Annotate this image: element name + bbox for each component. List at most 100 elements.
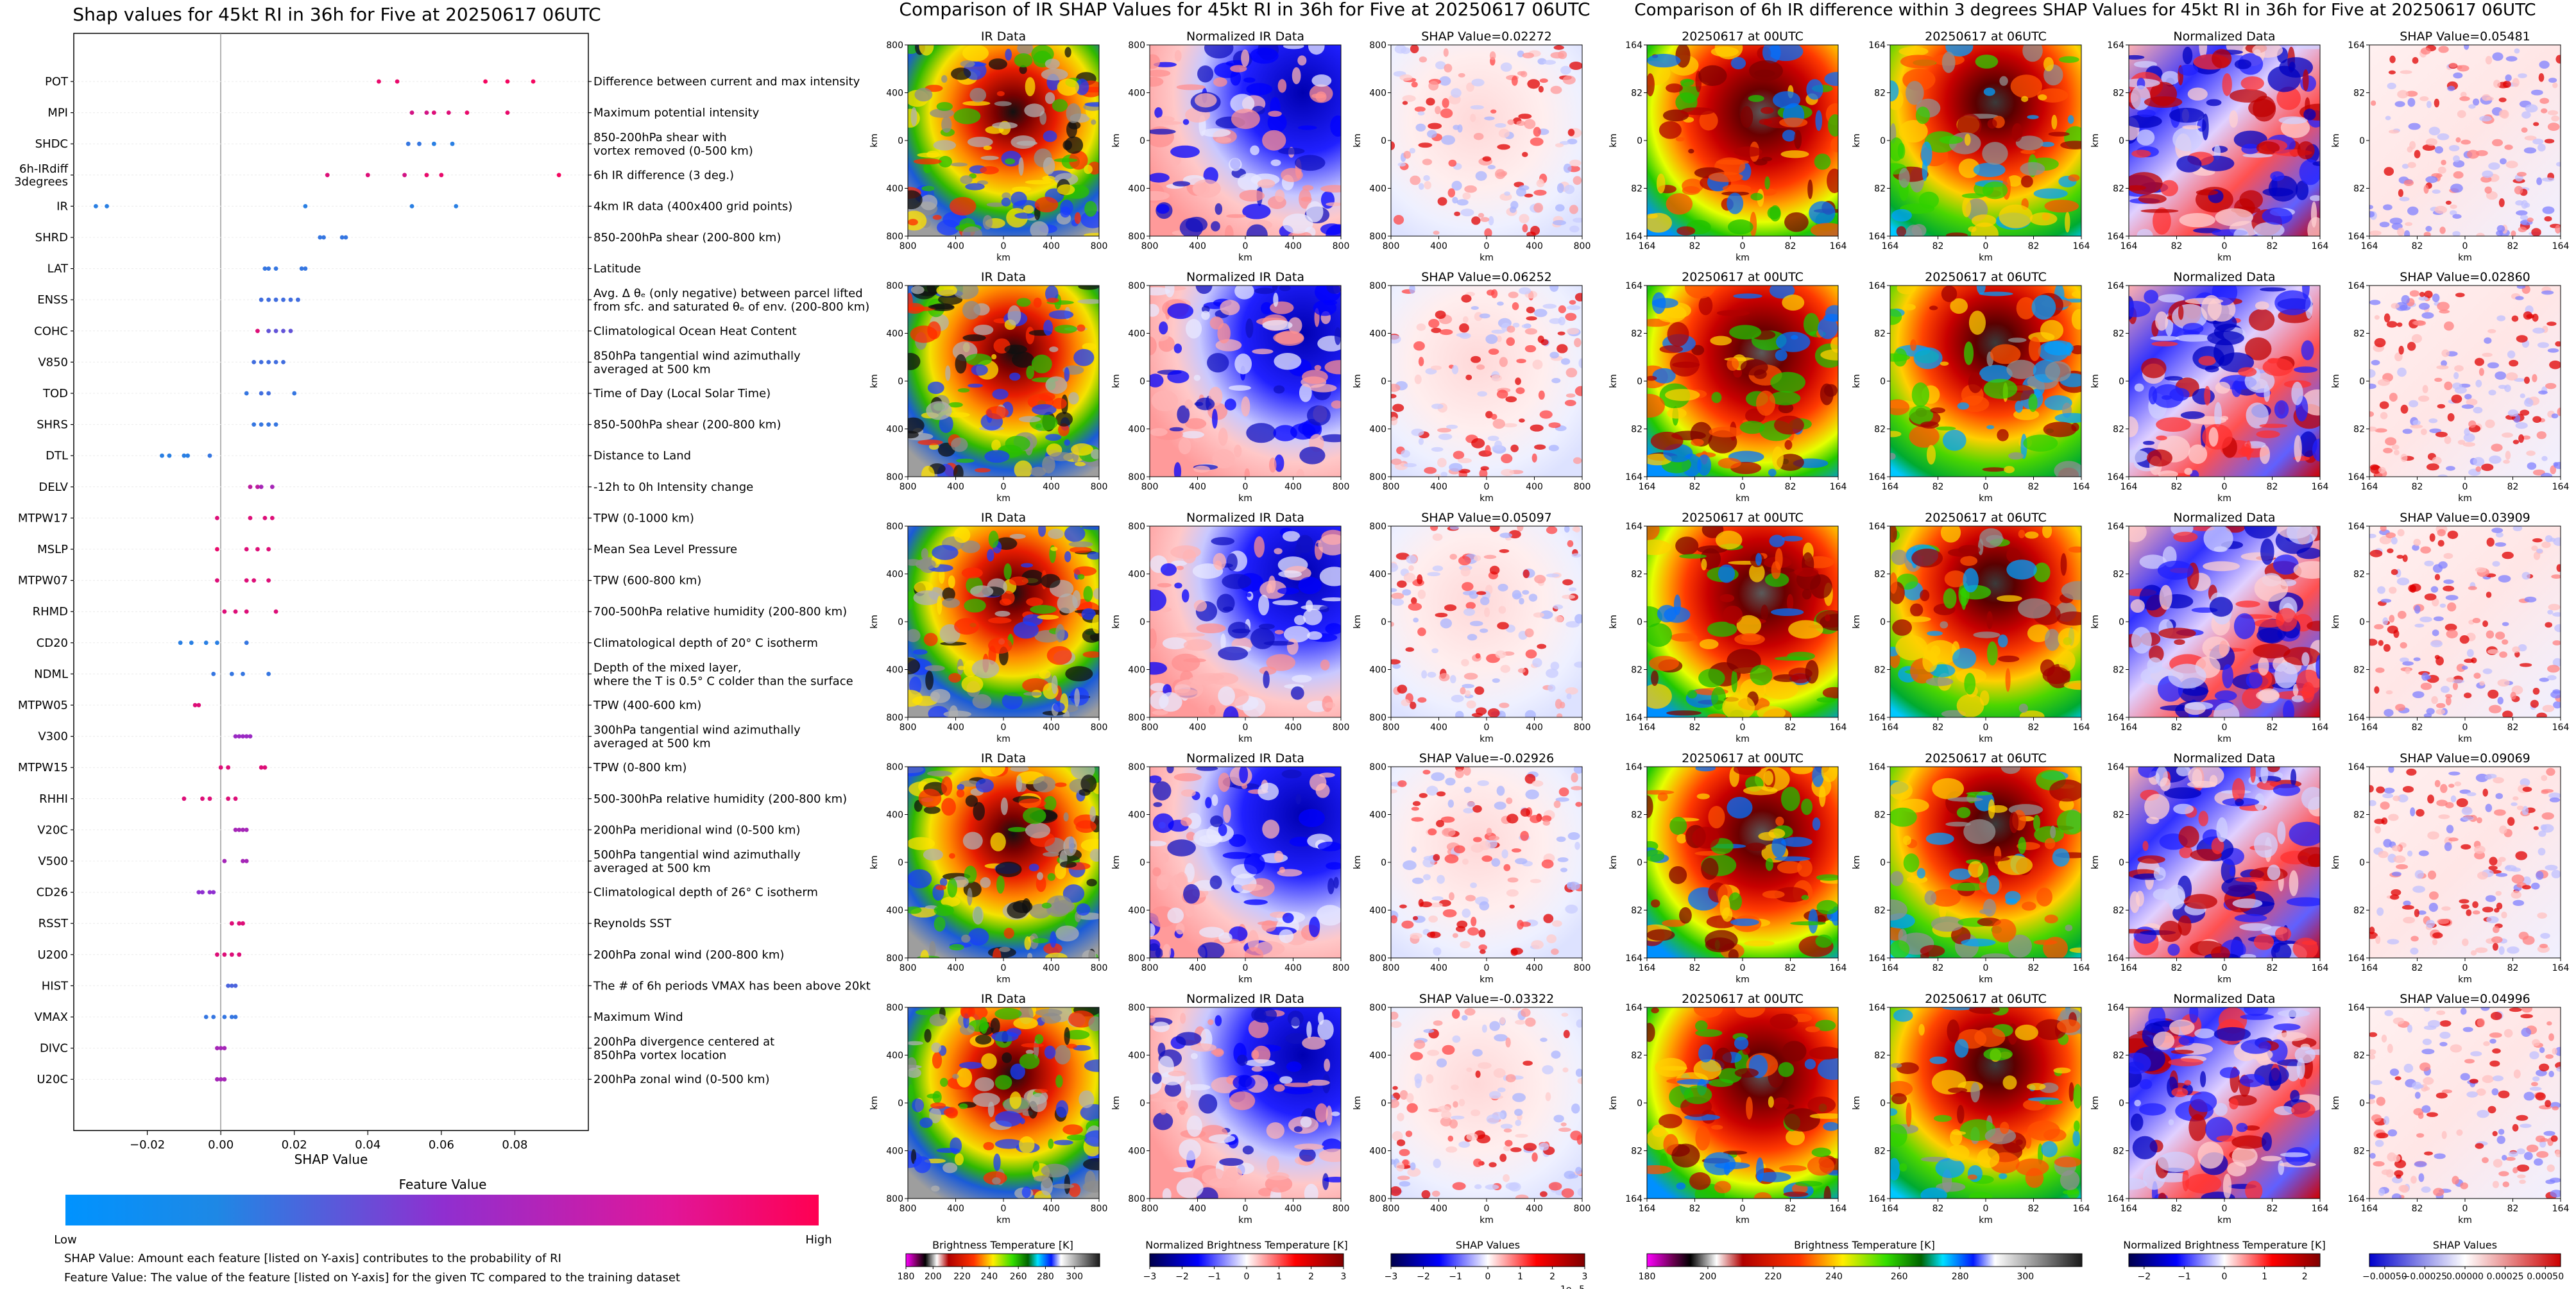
image-texture <box>2276 608 2298 632</box>
image-texture <box>1911 548 1943 568</box>
x-tick-label: 800 <box>1141 1204 1159 1214</box>
image-texture <box>1930 645 1941 657</box>
y-axis-label: km <box>1852 615 1862 629</box>
image-texture <box>2521 572 2530 580</box>
x-tick-label: 800 <box>1574 482 1591 492</box>
image-texture <box>2229 110 2239 128</box>
image-texture <box>929 941 936 958</box>
y-tick-label: 400 <box>1369 906 1386 916</box>
x-axis-label: km <box>2458 493 2472 504</box>
image-texture <box>2369 230 2382 236</box>
shap-point <box>211 890 216 894</box>
image-texture <box>2530 89 2543 96</box>
image-texture <box>2461 844 2471 850</box>
image-texture <box>2289 870 2299 896</box>
y-tick-label: 82 <box>1874 329 1886 339</box>
image-texture <box>1421 670 1428 679</box>
image-texture <box>1266 1122 1285 1139</box>
image-texture <box>937 595 943 615</box>
image-texture <box>1895 635 1928 661</box>
image-texture <box>1474 686 1485 695</box>
image-texture <box>1243 77 1256 83</box>
image-texture <box>1500 1123 1513 1129</box>
image-texture <box>983 1141 994 1150</box>
image-texture <box>1048 529 1064 539</box>
image-texture <box>2382 793 2394 799</box>
shap-point <box>292 391 297 396</box>
image-texture <box>1403 860 1417 871</box>
image-texture <box>1005 158 1016 165</box>
image-texture <box>2401 295 2410 304</box>
y-tick-label: 400 <box>886 329 903 339</box>
image-texture <box>1415 123 1426 132</box>
image-texture <box>1201 311 1210 320</box>
image-texture <box>2488 704 2502 713</box>
image-texture <box>1564 184 1575 194</box>
x-tick-label: 0 <box>1243 482 1249 492</box>
image-texture <box>2497 697 2503 704</box>
image-texture <box>1428 915 1438 923</box>
image-texture <box>1500 62 1512 72</box>
x-tick-label: 400 <box>1284 963 1302 973</box>
image-texture <box>2051 114 2058 130</box>
image-texture <box>1019 1053 1040 1070</box>
image-texture <box>1207 1019 1214 1025</box>
image-texture <box>1294 1143 1324 1150</box>
image-texture <box>1152 813 1174 833</box>
image-texture <box>1025 1049 1034 1055</box>
shap-point <box>241 921 245 926</box>
y-tick-label: 400 <box>1128 906 1145 916</box>
shap-point <box>222 1046 227 1050</box>
image-texture <box>1157 583 1172 588</box>
image-texture <box>1519 921 1531 927</box>
image-texture <box>2507 946 2520 954</box>
x-tick-label: 82 <box>1689 482 1701 492</box>
image-texture <box>1440 816 1455 823</box>
image-texture <box>1218 646 1249 661</box>
x-tick-label: 164 <box>1639 482 1656 492</box>
shap-point <box>241 672 245 676</box>
image-texture <box>1932 778 1964 799</box>
y-tick-label: 0 <box>898 617 903 627</box>
image-texture <box>949 196 977 216</box>
image-texture <box>1522 224 1528 233</box>
image-texture <box>2233 228 2249 236</box>
image-texture <box>1546 669 1559 678</box>
image-texture <box>2462 938 2469 946</box>
feature-name: DIVC <box>40 1042 68 1055</box>
image-texture <box>1157 1043 1166 1057</box>
image-texture <box>984 450 1010 463</box>
image-texture <box>1066 1134 1086 1141</box>
image-texture <box>1314 364 1322 371</box>
image-texture <box>926 1093 941 1099</box>
image-texture <box>1515 1120 1522 1127</box>
image-texture <box>2462 442 2475 447</box>
image-texture <box>1071 443 1093 456</box>
image-texture <box>1084 101 1099 107</box>
shap-point <box>241 828 245 832</box>
image-texture <box>1068 1011 1095 1028</box>
image-texture <box>1452 933 1458 938</box>
image-texture <box>2208 427 2219 447</box>
image-texture <box>2540 472 2553 477</box>
image-texture <box>1018 798 1046 808</box>
image-texture <box>1819 785 1826 807</box>
image-texture <box>2461 807 2473 815</box>
image-texture <box>2479 681 2485 686</box>
image-texture <box>1193 375 1201 381</box>
image-texture <box>2530 699 2539 708</box>
feature-name: DTL <box>46 449 68 463</box>
image-texture <box>2414 149 2421 158</box>
x-tick-label: 400 <box>1043 1204 1060 1214</box>
image-texture <box>1708 805 1725 829</box>
image-texture <box>2054 413 2081 423</box>
image-texture <box>1211 794 1218 807</box>
image-texture <box>2507 409 2519 417</box>
image-texture <box>1523 1143 1537 1152</box>
image-texture <box>2502 432 2513 438</box>
image-texture <box>2447 85 2455 92</box>
image-texture <box>2182 323 2204 334</box>
image-texture <box>2453 371 2459 380</box>
image-texture <box>1983 87 1995 96</box>
image-texture <box>1021 1186 1031 1199</box>
